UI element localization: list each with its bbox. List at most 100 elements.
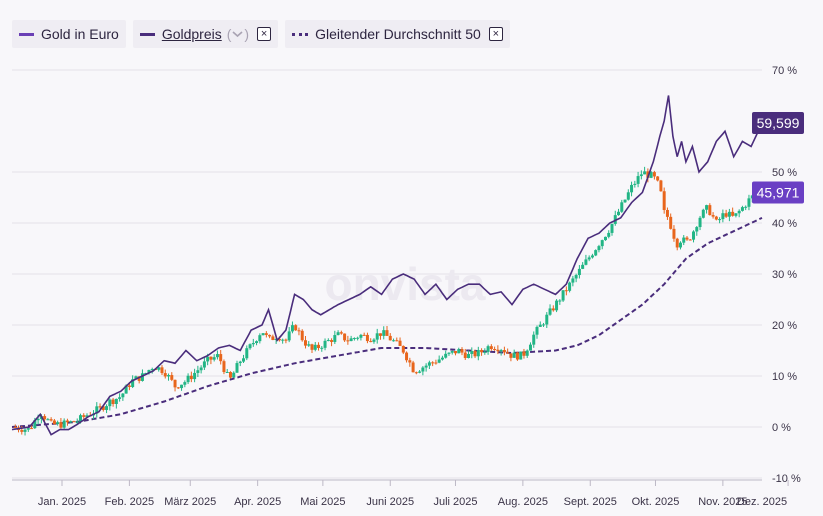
candle-body [199, 367, 203, 371]
x-tick-label: Apr. 2025 [234, 496, 281, 508]
chevron-down-icon[interactable]: () [226, 26, 250, 42]
candle-body [189, 375, 193, 380]
candle-body [636, 176, 640, 184]
candle-body [196, 370, 200, 373]
candle-body [414, 372, 418, 374]
candle-body [480, 349, 484, 353]
candle-body [176, 387, 180, 389]
candle-body [737, 210, 741, 214]
candle-body [626, 192, 630, 200]
candle-body [46, 419, 50, 421]
candle-body [705, 205, 709, 210]
candle-body [365, 334, 369, 342]
candle-body [59, 422, 63, 428]
x-tick-label: Nov. 2025 [698, 496, 747, 508]
legend-chip-gold-in-euro[interactable]: Gold in Euro [12, 20, 126, 48]
legend-chip-moving-average[interactable]: Gleitender Durchschnitt 50 × [285, 20, 510, 48]
moving-average-label: Gleitender Durchschnitt 50 [315, 26, 481, 42]
candle-body [85, 415, 89, 417]
y-tick-label: 20 % [772, 320, 797, 332]
candle-body [356, 337, 360, 339]
watermark: onvista [324, 258, 485, 310]
candle-body [160, 367, 164, 374]
candle-body [519, 351, 523, 360]
candle-body [548, 308, 552, 315]
candle-body [574, 275, 578, 279]
candle-body [320, 347, 324, 349]
goldpreis-swatch [139, 32, 155, 36]
candle-body [463, 352, 467, 359]
goldpreis-close-icon[interactable]: × [257, 27, 272, 41]
legend-chip-goldpreis[interactable]: Goldpreis () × [132, 20, 279, 48]
candle-body [75, 421, 79, 423]
candle-body [372, 339, 376, 342]
candle-body [193, 372, 197, 380]
candle-body [698, 217, 702, 228]
candle-body [665, 209, 669, 217]
candle-body [692, 231, 696, 240]
candle-body [235, 363, 239, 373]
gold-in-euro-end-badge-text: 45,971 [757, 185, 800, 201]
candle-body [440, 357, 444, 360]
candle-body [69, 421, 73, 423]
candle-body [483, 351, 487, 353]
candle-body [242, 358, 246, 362]
candle-body [228, 371, 232, 378]
grid [12, 69, 762, 481]
candle-body [111, 399, 115, 404]
candle-body [467, 353, 471, 359]
candle-body [447, 352, 451, 354]
candle-body [369, 341, 373, 343]
x-axis: Jan. 2025 Feb. 2025 März 2025 Apr. 2025 Mai … [38, 480, 789, 508]
candle-body [509, 353, 513, 358]
candle-body [558, 300, 562, 302]
candle-body [434, 362, 438, 364]
candle-body [392, 340, 396, 342]
candle-body [339, 332, 343, 334]
candle-body [571, 278, 575, 283]
x-tick-label: Dez. 2025 [737, 496, 787, 508]
gold-in-euro-end-badge: 45,971 [752, 181, 804, 204]
candle-body [444, 353, 448, 358]
y-tick-label: 40 % [772, 218, 797, 230]
candle-body [587, 257, 591, 260]
candle-body [36, 418, 40, 421]
candle-body [95, 406, 99, 414]
candle-body [695, 227, 699, 232]
candle-body [303, 340, 307, 346]
candle-body [388, 335, 392, 341]
goldpreis-label[interactable]: Goldpreis [161, 26, 222, 42]
candle-body [401, 345, 405, 353]
candle-body [493, 348, 497, 350]
candle-body [581, 264, 585, 269]
candle-body [564, 290, 568, 292]
candle-body [597, 246, 601, 251]
candle-body [183, 382, 187, 385]
candle-body [607, 232, 611, 237]
candle-body [255, 341, 259, 344]
candle-body [261, 333, 265, 336]
candle-body [711, 215, 715, 217]
moving-average-close-icon[interactable]: × [488, 27, 503, 41]
candle-body [678, 242, 682, 248]
candle-body [330, 340, 334, 342]
candle-body [656, 176, 660, 181]
candle-body [323, 340, 327, 348]
candle-body [202, 361, 206, 368]
candle-body [186, 375, 190, 383]
candle-body [82, 415, 86, 417]
candle-body [395, 340, 399, 342]
candle-body [476, 349, 480, 357]
x-tick-label: Jan. 2025 [38, 496, 86, 508]
candle-body [398, 340, 402, 346]
candle-body [457, 349, 461, 354]
candle-body [72, 421, 76, 423]
candle-body [157, 367, 161, 370]
candle-body [747, 198, 751, 207]
candle-body [528, 344, 532, 351]
candle-body [427, 362, 431, 366]
candle-body [610, 223, 614, 233]
candle-body [56, 422, 60, 425]
candle-body [718, 219, 722, 221]
